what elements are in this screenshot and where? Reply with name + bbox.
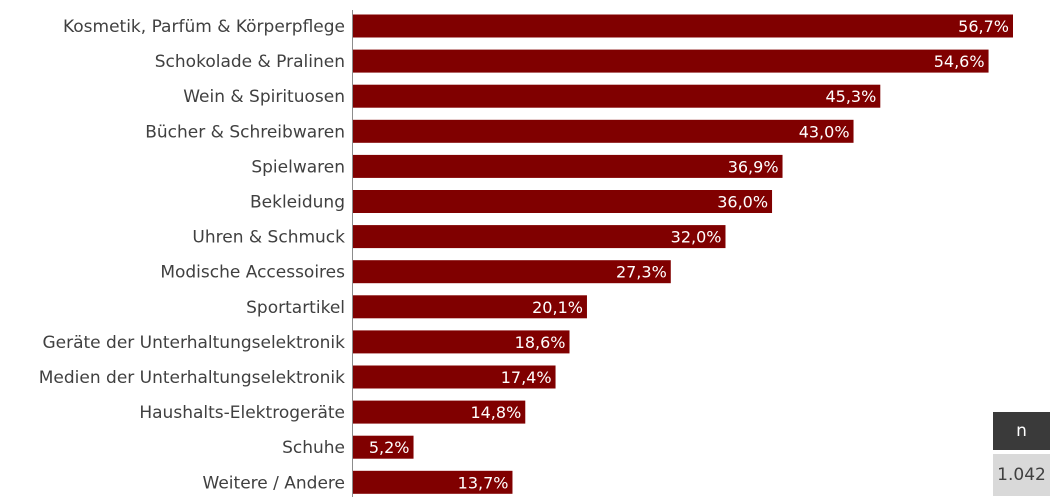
sample-size-value: 1.042 [993,454,1050,496]
value-label-1: 54,6% [934,52,985,71]
bar-7 [353,260,671,284]
value-label-3: 43,0% [799,122,850,141]
category-label-10: Medien der Unterhaltungselektronik [39,368,345,388]
category-label-6: Uhren & Schmuck [192,228,345,248]
value-label-13: 13,7% [458,473,509,492]
bar-8 [353,295,587,319]
bar-12 [353,435,414,459]
category-label-5: Bekleidung [250,193,345,213]
category-label-4: Spielwaren [251,157,345,177]
bars-group: Kosmetik, Parfüm & Körperpflege 56,7% Scho… [39,14,1013,494]
bar-6 [353,225,726,249]
bar-3 [353,119,854,143]
category-label-13: Weitere / Andere [203,473,345,493]
value-label-0: 56,7% [958,17,1009,36]
category-label-12: Schuhe [282,438,345,458]
value-label-7: 27,3% [616,263,667,282]
category-label-11: Haushalts-Elektrogeräte [139,403,345,423]
value-label-9: 18,6% [515,333,566,352]
bar-13 [353,470,513,494]
bar-0 [353,14,1013,38]
category-label-1: Schokolade & Pralinen [155,52,345,72]
category-label-2: Wein & Spirituosen [183,87,345,107]
value-label-12: 5,2% [369,438,410,457]
value-label-5: 36,0% [717,193,768,212]
category-label-3: Bücher & Schreibwaren [145,122,345,142]
bar-2 [353,84,881,108]
bar-5 [353,190,773,213]
value-label-6: 32,0% [671,228,722,247]
value-label-8: 20,1% [532,298,583,317]
value-label-10: 17,4% [501,368,552,387]
bar-9 [353,330,570,354]
value-label-11: 14,8% [470,403,521,422]
category-label-8: Sportartikel [246,298,345,318]
sample-size-header: n [993,412,1050,450]
value-label-4: 36,9% [728,157,779,176]
bar-10 [353,365,556,389]
bar-4 [353,154,783,178]
bar-1 [353,49,989,73]
category-label-9: Geräte der Unterhaltungselektronik [42,333,345,353]
bar-11 [353,400,526,424]
value-label-2: 45,3% [825,87,876,106]
category-label-0: Kosmetik, Parfüm & Körperpflege [63,17,345,37]
category-label-7: Modische Accessoires [160,263,345,283]
